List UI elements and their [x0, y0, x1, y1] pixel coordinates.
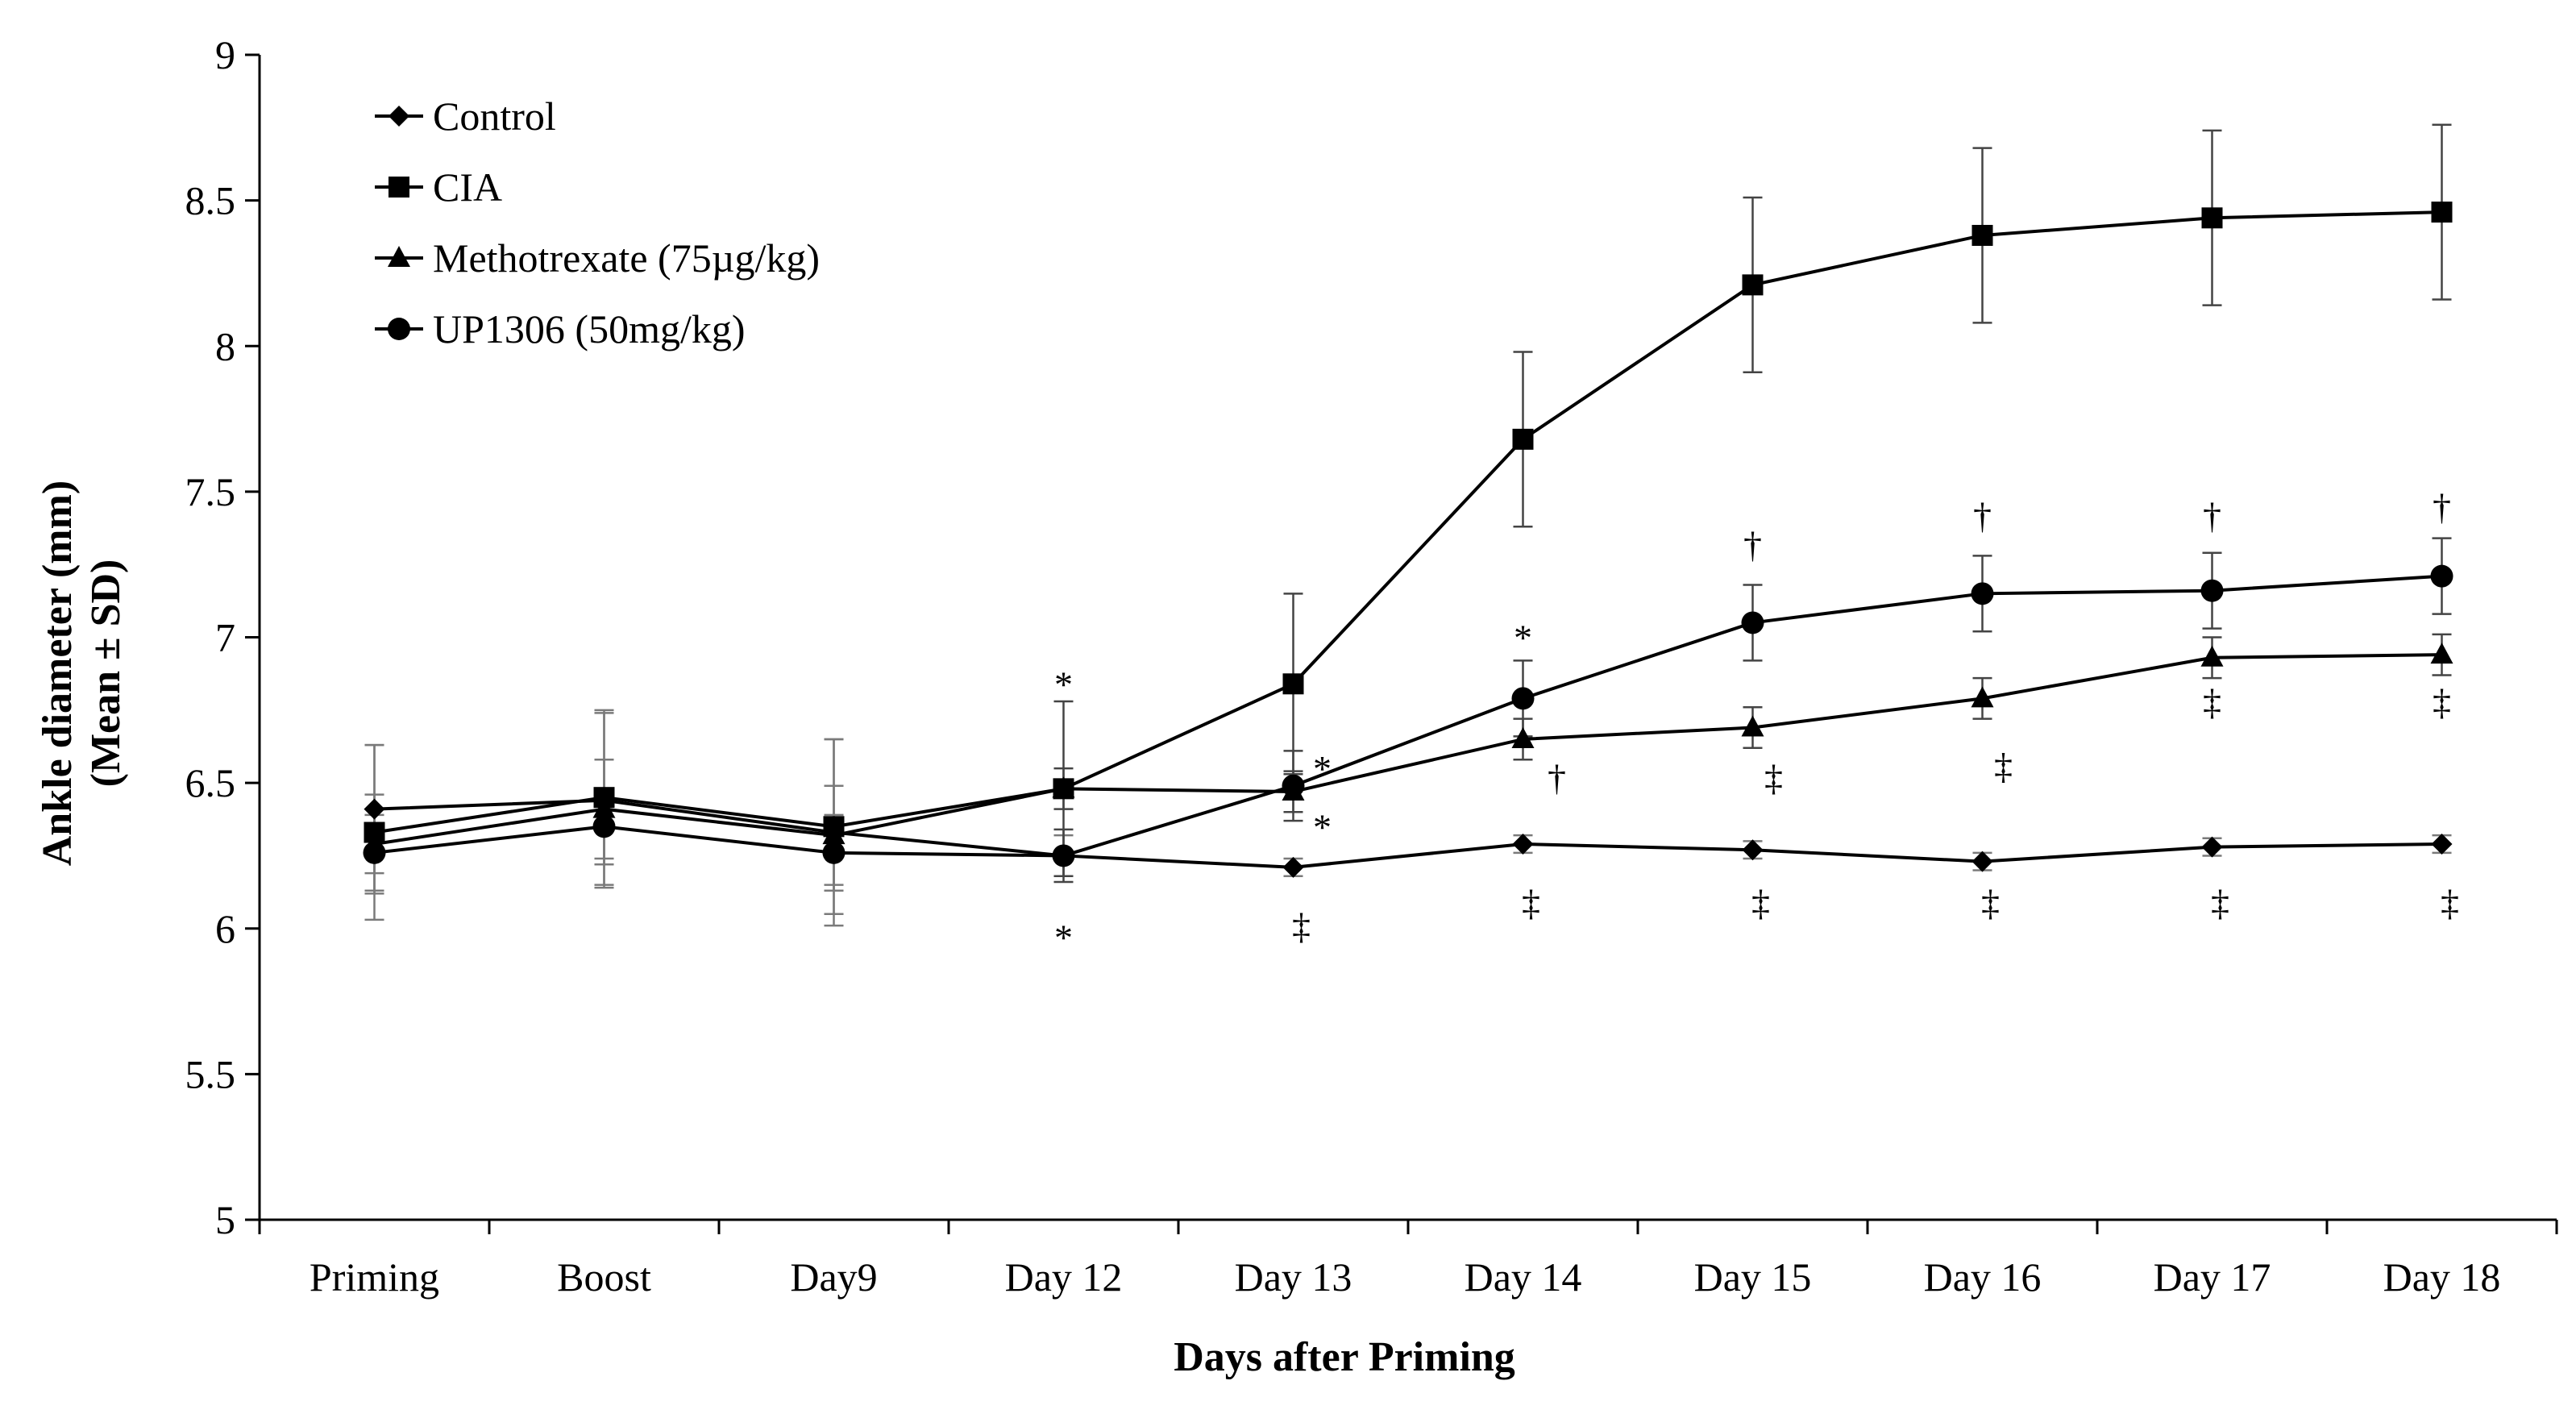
annotation-mark: *: [1054, 917, 1073, 959]
x-tick-label: Day9: [790, 1254, 877, 1300]
marker-square: [1742, 274, 1764, 296]
legend-label: Methotrexate (75µg/kg): [433, 235, 820, 281]
marker-circle: [1971, 582, 1994, 605]
annotation-mark: ‡: [2433, 681, 2451, 722]
marker-circle: [363, 841, 386, 864]
x-tick-label: Day 17: [2154, 1254, 2271, 1300]
series-markers: [363, 202, 2453, 878]
y-tick-label: 5: [215, 1197, 235, 1242]
annotation-mark: ‡: [1751, 882, 1770, 923]
marker-square: [2201, 207, 2223, 229]
y-tick-label: 8: [215, 323, 235, 368]
annotation-mark: *: [1313, 748, 1332, 789]
x-tick-label: Day 15: [1694, 1254, 1812, 1300]
y-axis-title-line2: (Mean ± SD): [83, 559, 129, 788]
y-tick-label: 7: [215, 615, 235, 660]
annotation-mark: †: [1743, 524, 1762, 565]
annotation-mark: *: [1514, 618, 1532, 659]
marker-circle: [822, 841, 846, 864]
marker-triangle: [822, 823, 846, 845]
legend-marker-circle: [388, 318, 410, 340]
marker-circle: [1741, 611, 1764, 634]
legend-label: UP1306 (50mg/kg): [433, 306, 746, 351]
annotation-mark: *: [1054, 663, 1073, 705]
y-tick-label: 6.5: [185, 760, 236, 805]
marker-circle: [1052, 844, 1075, 867]
series-line-triangle: [374, 653, 2442, 846]
series-line-diamond: [374, 798, 2442, 869]
legend-label: CIA: [433, 164, 502, 210]
marker-triangle: [592, 797, 616, 818]
marker-square: [1971, 224, 1993, 246]
annotation-mark: ‡: [1981, 882, 2000, 923]
y-axis-title-line1: Ankle diameter (mm): [35, 480, 81, 867]
x-tick-label: Day 13: [1235, 1254, 1352, 1300]
annotation-mark: *: [1313, 806, 1332, 847]
y-tick-label: 6: [215, 906, 235, 951]
annotation-mark: †: [1973, 495, 1992, 536]
marker-diamond: [364, 798, 385, 820]
marker-diamond: [1282, 856, 1304, 878]
marker-triangle: [2200, 645, 2224, 667]
marker-diamond: [2431, 833, 2453, 855]
legend-label: Control: [433, 94, 556, 139]
marker-triangle: [1971, 686, 1994, 708]
legend-marker-triangle: [388, 246, 410, 267]
x-tick-label: Day 12: [1005, 1254, 1123, 1300]
y-tick-label: 9: [215, 32, 235, 77]
annotation-mark: ‡: [1292, 905, 1311, 946]
marker-circle: [592, 815, 616, 838]
x-tick-label: Day 14: [1465, 1254, 1582, 1300]
marker-square: [1512, 428, 1534, 450]
x-tick-label: Priming: [310, 1254, 439, 1300]
annotation-mark: ‡: [1764, 757, 1783, 798]
annotation-mark: ‡: [2211, 882, 2229, 923]
x-tick-label: Day 16: [1924, 1254, 2042, 1300]
annotation-mark: †: [2203, 495, 2221, 536]
marker-square: [1282, 673, 1304, 695]
annotation-mark: ‡: [1994, 745, 2013, 786]
marker-diamond: [1742, 839, 1764, 861]
y-tick-label: 5.5: [185, 1051, 236, 1096]
marker-diamond: [1512, 833, 1534, 855]
marker-square: [2431, 202, 2453, 223]
annotation-mark: ‡: [2441, 882, 2459, 923]
marker-triangle: [1741, 715, 1764, 737]
annotation-mark: †: [1548, 757, 1566, 798]
series-line-square: [374, 210, 2442, 834]
x-axis-title: Days after Priming: [1174, 1334, 1515, 1380]
marker-circle: [2430, 564, 2453, 588]
legend-marker-square: [388, 177, 409, 198]
series-line-circle: [374, 574, 2442, 858]
marker-circle: [1511, 687, 1535, 710]
marker-circle: [1282, 774, 1305, 797]
x-tick-label: Day 18: [2383, 1254, 2501, 1300]
annotation-mark: ‡: [2203, 681, 2221, 722]
y-tick-label: 7.5: [185, 469, 236, 514]
annotation-mark: ‡: [1522, 882, 1540, 923]
marker-diamond: [1971, 851, 1993, 872]
marker-triangle: [1052, 776, 1075, 798]
marker-circle: [2200, 579, 2224, 602]
y-tick-label: 8.5: [185, 178, 236, 223]
x-tick-label: Boost: [557, 1254, 651, 1300]
axes: 5 5.5 6 6.5 7 7.5 8 8.5 9 Priming Boost Day9 Day 12 D…: [185, 32, 2558, 1300]
legend-marker-diamond: [388, 106, 409, 127]
marker-triangle: [2430, 643, 2453, 664]
legend: Control CIA Methotrexate (75µg/kg) UP1306 (…: [375, 94, 820, 351]
significance-annotations: * * * * ‡ * † ‡ † ‡ ‡ † ‡ ‡ † ‡ ‡ † ‡ ‡: [1054, 486, 2459, 959]
marker-diamond: [2201, 836, 2223, 858]
marker-triangle: [1511, 726, 1535, 748]
series-lines: [374, 210, 2442, 869]
annotation-mark: †: [2433, 486, 2451, 527]
